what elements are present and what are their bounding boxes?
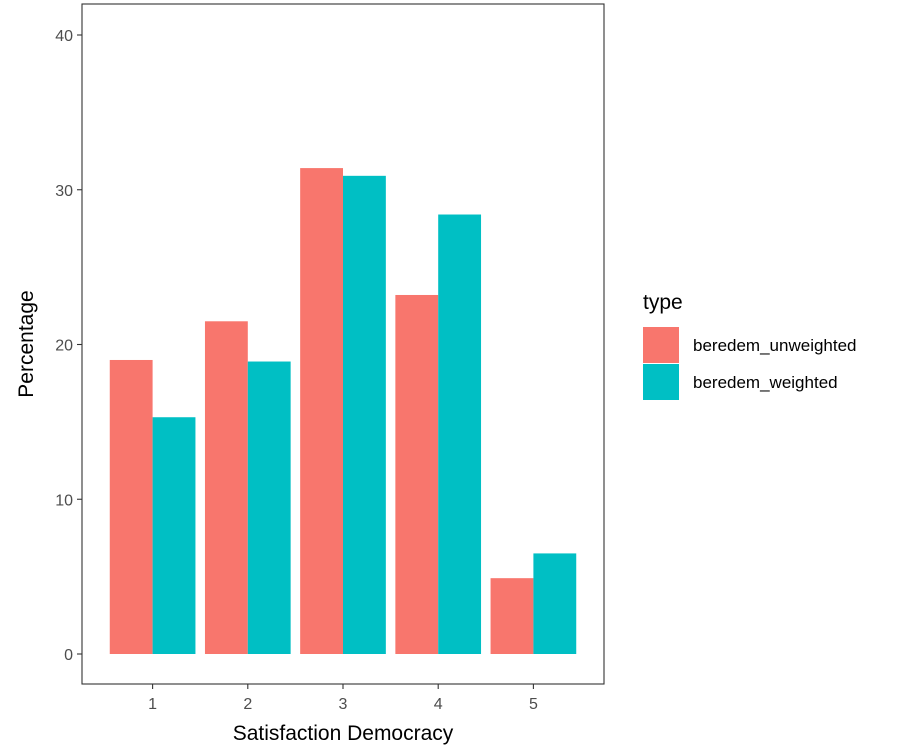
x-tick-label: 5	[529, 696, 538, 713]
bar-beredem_weighted-5	[533, 553, 577, 654]
bar-beredem_unweighted-2	[204, 321, 248, 654]
x-tick-label: 3	[339, 696, 348, 713]
bar-beredem_unweighted-4	[395, 294, 439, 654]
y-axis-title: Percentage	[15, 290, 38, 397]
x-tick-label: 2	[243, 696, 252, 713]
x-tick-label: 1	[148, 696, 157, 713]
x-tick-label: 4	[434, 696, 443, 713]
legend-key-beredem_weighted	[643, 364, 679, 400]
bar-beredem_weighted-1	[152, 417, 196, 654]
bar-beredem_unweighted-5	[490, 578, 534, 654]
bar-beredem_unweighted-1	[109, 359, 153, 654]
y-tick-label: 40	[55, 28, 73, 45]
bar-beredem_weighted-2	[247, 361, 291, 654]
x-axis-title: Satisfaction Democracy	[233, 722, 454, 745]
legend-label: beredem_unweighted	[693, 336, 857, 355]
legend-label: beredem_weighted	[693, 373, 838, 392]
y-tick-label: 20	[55, 338, 73, 355]
x-axis: 1 2 3 4 5	[148, 684, 538, 713]
legend-key-beredem_unweighted	[643, 327, 679, 363]
bar-beredem_unweighted-3	[300, 168, 343, 654]
legend: type beredem_unweighted beredem_weighted	[643, 291, 857, 400]
y-axis: 0 10 20 30 40	[55, 28, 82, 664]
bar-beredem_weighted-3	[343, 175, 386, 654]
y-tick-label: 30	[55, 183, 73, 200]
legend-title: type	[643, 291, 683, 314]
bars-group	[109, 168, 577, 654]
y-tick-label: 0	[64, 647, 73, 664]
y-tick-label: 10	[55, 492, 73, 509]
bar-beredem_weighted-4	[438, 214, 482, 654]
